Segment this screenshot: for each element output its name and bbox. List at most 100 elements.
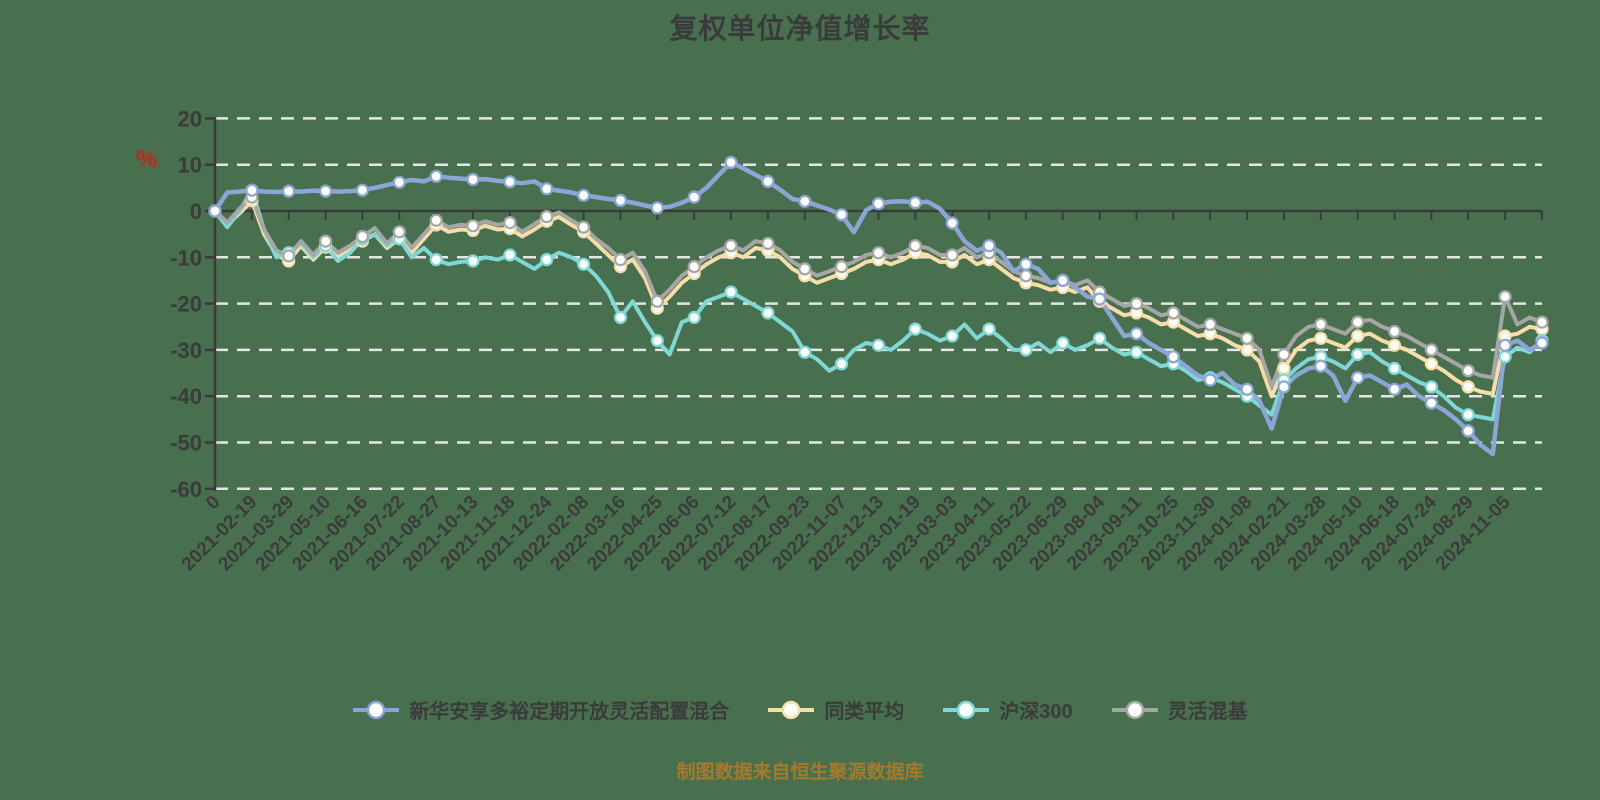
series-marker-flexible-mixed <box>834 260 849 274</box>
series-marker-flexible-mixed <box>503 216 517 230</box>
y-tick-label: -20 <box>170 292 202 317</box>
series-marker-hs300 <box>761 306 775 320</box>
series-marker-flexible-mixed <box>429 213 443 227</box>
series-marker-fund <box>687 190 701 204</box>
series-marker-flexible-mixed <box>466 219 480 233</box>
legend-item-fund[interactable]: 新华安享多裕定期开放灵活配置混合 <box>352 695 729 724</box>
series-marker-hs300 <box>1351 347 1365 362</box>
series-marker-fund <box>319 184 333 198</box>
series-marker-hs300 <box>1129 345 1144 359</box>
y-tick-label: 10 <box>178 153 202 178</box>
series-marker-fund <box>466 172 480 187</box>
series-marker-fund <box>1240 382 1254 396</box>
series-marker-flexible-mixed <box>687 260 701 274</box>
y-tick-label: -10 <box>170 245 202 270</box>
series-marker-fund <box>1424 396 1439 410</box>
series-marker-fund <box>798 194 812 208</box>
series-marker-fund <box>576 188 591 202</box>
series-marker-hs300 <box>908 322 922 336</box>
series-marker-hs300 <box>1056 336 1070 350</box>
series-marker-hs300 <box>1019 343 1033 357</box>
series-marker-hs300 <box>724 285 738 299</box>
series-marker-peer-average <box>1461 380 1475 394</box>
chart-title: 复权单位净值增长率 <box>669 13 931 44</box>
legend-label-peer-average: 同类平均 <box>824 701 905 723</box>
series-marker-fund <box>208 204 222 218</box>
y-tick-label: -40 <box>170 384 202 409</box>
series-marker-peer-average <box>1277 361 1291 375</box>
series-marker-hs300 <box>650 334 664 348</box>
legend-item-flexible-mixed[interactable]: 灵活混基 <box>1111 695 1248 724</box>
series-marker-hs300 <box>1424 380 1439 394</box>
series-marker-flexible-mixed <box>540 210 554 224</box>
series-marker-fund <box>650 201 664 215</box>
series-marker-flexible-mixed <box>761 236 775 250</box>
series-marker-fund <box>1166 350 1181 364</box>
series-marker-fund <box>540 182 554 196</box>
series-marker-flexible-mixed <box>1351 315 1365 329</box>
y-tick-label: 0 <box>190 199 202 224</box>
series-marker-flexible-mixed <box>355 229 369 244</box>
series-marker-peer-average <box>1240 343 1254 357</box>
series-marker-peer-average <box>1314 331 1328 345</box>
series-marker-fund <box>1019 257 1033 271</box>
series-marker-hs300 <box>503 248 517 262</box>
series-marker-hs300 <box>982 322 996 336</box>
series-marker-flexible-mixed <box>319 234 333 248</box>
series-line-flexible-mixed <box>213 195 1544 389</box>
series-marker-hs300 <box>871 338 886 352</box>
y-axis-unit-label: % <box>136 146 158 173</box>
series-marker-fund <box>613 193 628 207</box>
series-marker-flexible-mixed <box>1498 290 1512 304</box>
series-marker-flexible-mixed <box>282 249 296 263</box>
legend-marker-hs300-icon <box>943 700 990 719</box>
series-marker-flexible-mixed <box>613 253 628 267</box>
series-marker-fund <box>834 208 849 222</box>
y-tick-label: -60 <box>170 477 202 502</box>
series-marker-fund <box>355 183 369 197</box>
series-marker-hs300 <box>687 310 701 325</box>
series-marker-flexible-mixed <box>1166 306 1181 320</box>
y-tick-label: 20 <box>178 106 202 131</box>
series-marker-hs300 <box>1092 331 1107 345</box>
series-marker-fund <box>1056 273 1070 287</box>
series-marker-flexible-mixed <box>871 246 886 260</box>
series-marker-hs300 <box>576 257 591 271</box>
series-marker-fund <box>1203 373 1217 387</box>
series-marker-flexible-mixed <box>1535 315 1549 329</box>
y-tick-label: -50 <box>170 431 202 456</box>
series-marker-fund <box>982 239 996 253</box>
series-marker-fund <box>1461 424 1475 438</box>
series-marker-peer-average <box>1351 329 1365 343</box>
series-marker-fund <box>1314 359 1328 373</box>
series-marker-fund <box>945 216 959 230</box>
series-marker-hs300 <box>429 253 443 267</box>
x-tick-label: 0 <box>202 492 224 514</box>
series-marker-fund <box>429 169 443 183</box>
series-marker-hs300 <box>540 253 554 267</box>
legend-marker-fund-icon <box>353 700 400 719</box>
legend-marker-flexible-mixed-icon <box>1111 700 1158 719</box>
series-marker-fund <box>724 155 738 169</box>
series-marker-flexible-mixed <box>1387 324 1402 338</box>
series-marker-fund <box>503 175 517 189</box>
y-tick-label: -30 <box>170 338 202 363</box>
legend: 新华安享多裕定期开放灵活配置混合 同类平均 沪深300 灵活混基 <box>0 695 1600 724</box>
series-marker-flexible-mixed <box>650 294 664 308</box>
series-marker-fund <box>871 197 886 211</box>
series-marker-fund <box>908 196 922 210</box>
legend-label-fund: 新华安享多裕定期开放灵活配置混合 <box>409 701 730 723</box>
legend-label-hs300: 沪深300 <box>999 701 1073 723</box>
legend-item-peer-average[interactable]: 同类平均 <box>767 695 904 724</box>
series-marker-flexible-mixed <box>576 220 591 234</box>
series-marker-flexible-mixed <box>1129 297 1144 311</box>
series-marker-flexible-mixed <box>1277 347 1291 362</box>
series-marker-fund <box>1277 380 1291 394</box>
series-marker-flexible-mixed <box>1314 317 1328 331</box>
legend-item-hs300[interactable]: 沪深300 <box>942 695 1073 724</box>
series-marker-peer-average <box>1424 357 1439 371</box>
series-marker-hs300 <box>945 329 959 343</box>
series-marker-fund <box>392 175 406 189</box>
